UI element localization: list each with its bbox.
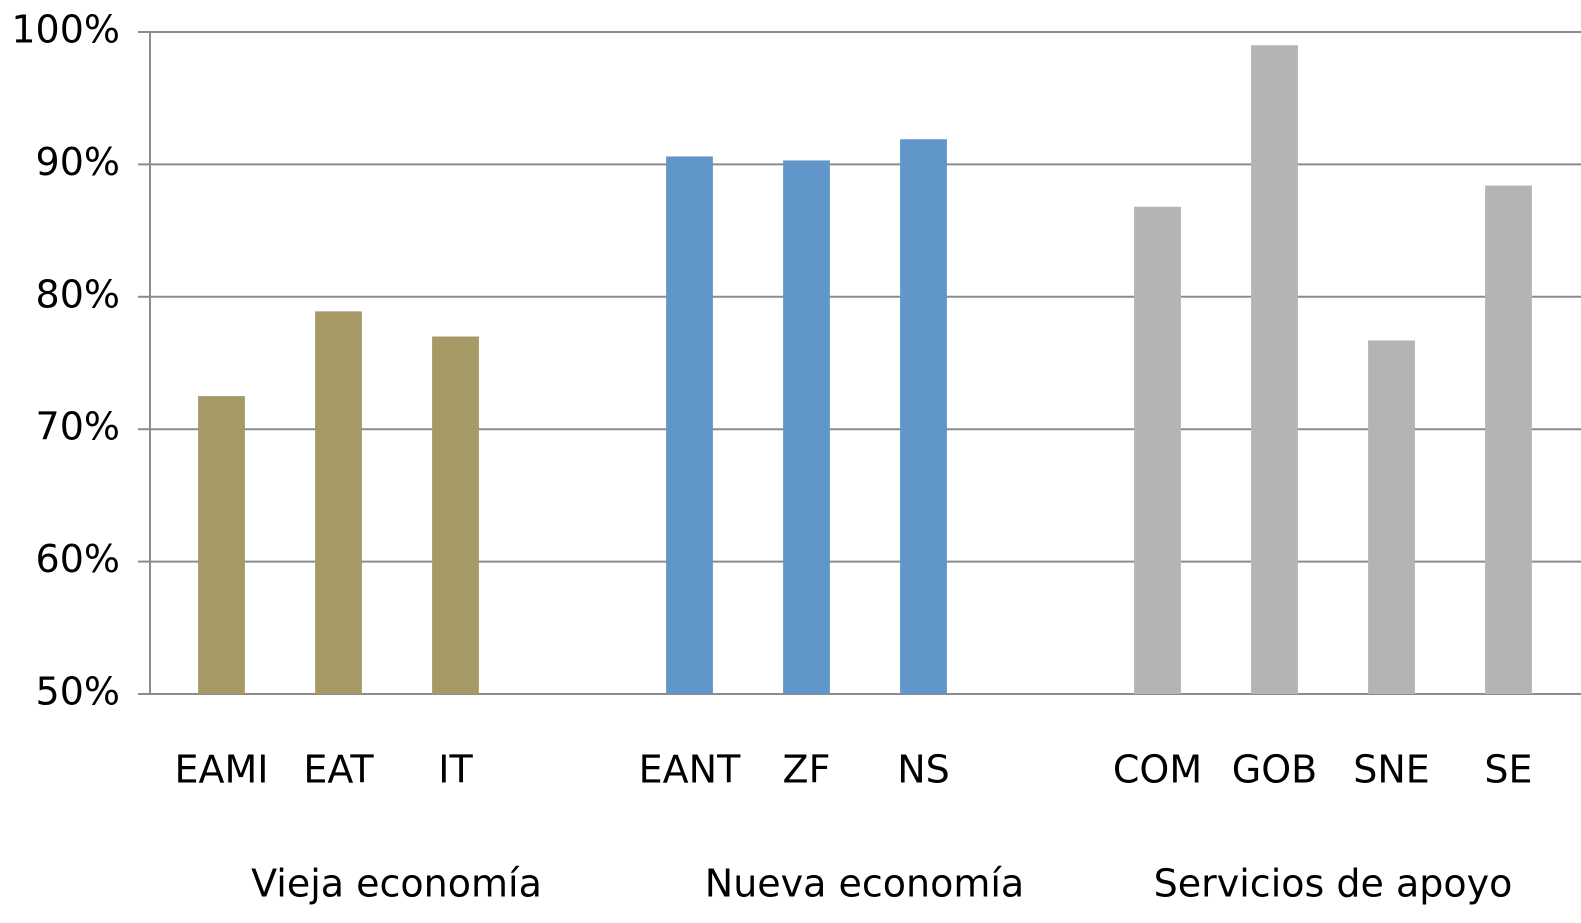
y-tick-label: 50% — [36, 670, 120, 714]
bar — [1368, 340, 1415, 694]
y-tick-label: 90% — [36, 140, 120, 184]
x-tick-label: SNE — [1353, 748, 1430, 792]
bar — [315, 311, 362, 694]
x-tick-label: EAMI — [175, 748, 269, 792]
y-tick-label: 60% — [36, 537, 120, 581]
x-tick-label: ZF — [783, 748, 831, 792]
x-tick-label: IT — [438, 748, 473, 792]
bar — [783, 160, 830, 695]
bar — [1251, 45, 1298, 695]
bar — [432, 336, 479, 694]
bar — [666, 156, 713, 694]
x-tick-label: EANT — [639, 748, 741, 792]
group-label: Servicios de apoyo — [1154, 862, 1513, 906]
x-tick-label: NS — [897, 748, 950, 792]
x-tick-label: EAT — [303, 748, 374, 792]
y-tick-label: 70% — [36, 405, 120, 449]
bar — [1134, 206, 1181, 694]
bar — [198, 396, 245, 694]
bar — [900, 139, 947, 694]
group-label: Vieja economía — [251, 862, 542, 906]
y-tick-label: 100% — [11, 8, 120, 52]
x-tick-label: GOB — [1232, 748, 1317, 792]
bar — [1485, 185, 1532, 695]
x-tick-label: SE — [1484, 748, 1532, 792]
y-tick-label: 80% — [36, 272, 120, 316]
x-tick-label: COM — [1113, 748, 1202, 792]
group-label: Nueva economía — [705, 862, 1024, 906]
